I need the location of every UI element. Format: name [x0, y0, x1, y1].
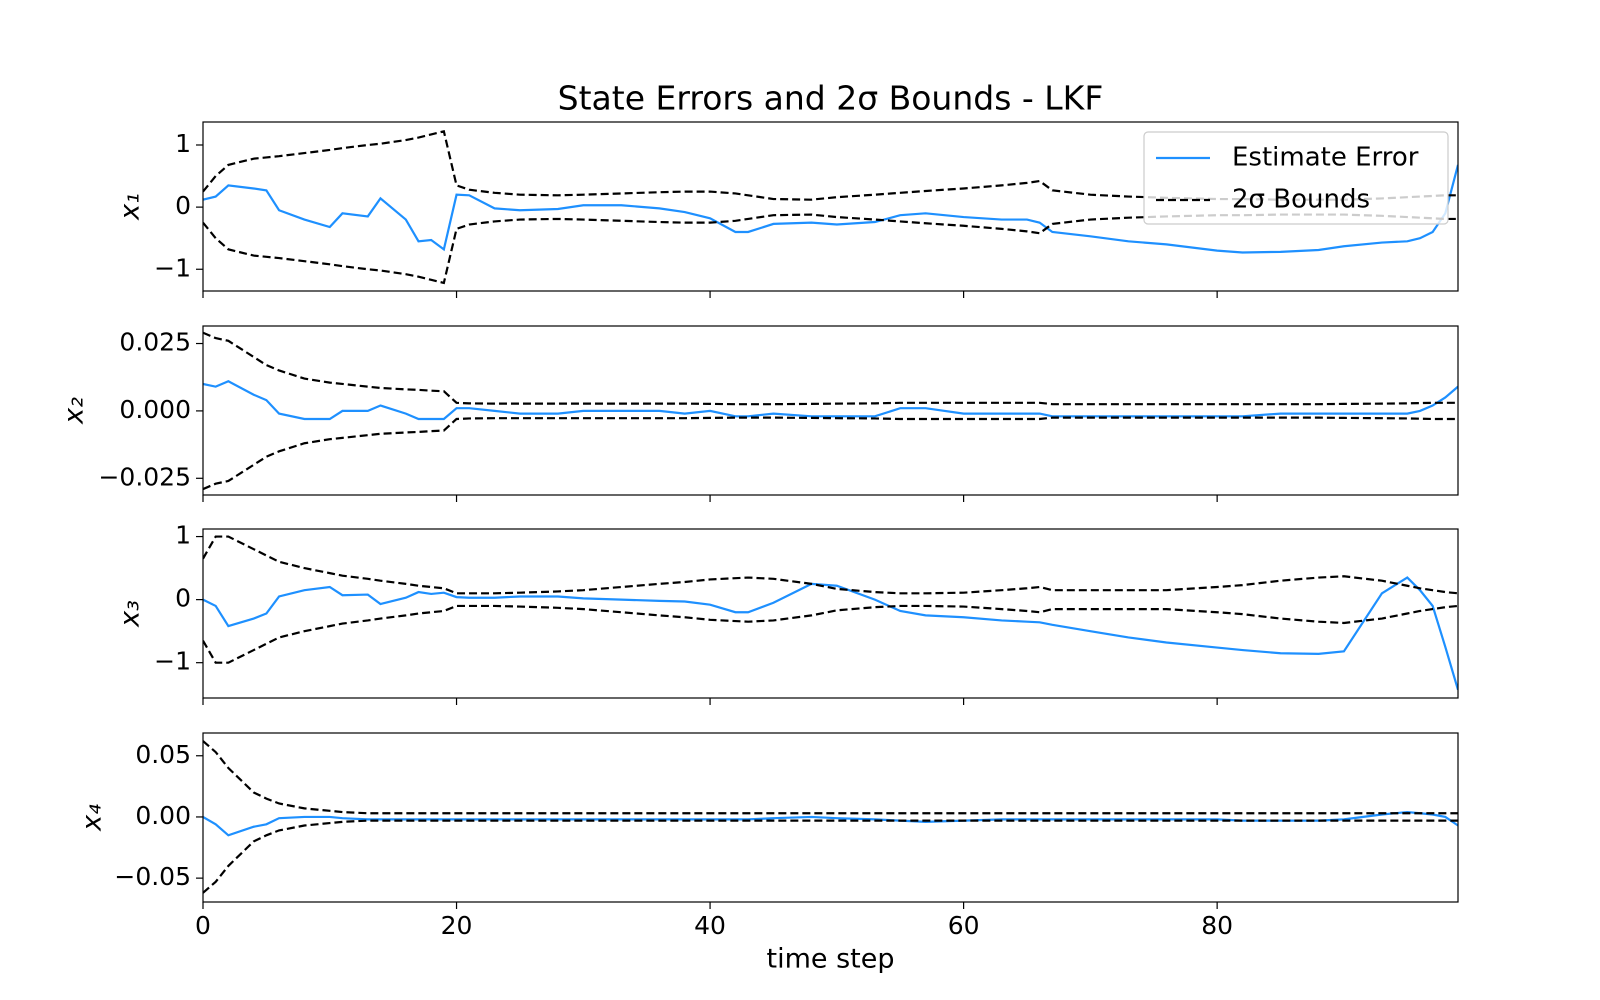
- series-line: [203, 331, 1458, 406]
- axes-frame: [202, 121, 1459, 292]
- y-tick-label: 0: [175, 191, 191, 220]
- y-tick-label: 0: [175, 584, 191, 613]
- x-tick-label: 0: [195, 911, 211, 940]
- axes-frame: [202, 732, 1459, 903]
- series-line: [203, 535, 1458, 595]
- series-line: [203, 604, 1458, 664]
- y-tick-label: 0.000: [119, 395, 191, 424]
- y-tick-label: −0.05: [114, 862, 191, 891]
- y-axis-label: x₁: [115, 193, 146, 221]
- legend-box: [1143, 131, 1449, 225]
- legend-label: Estimate Error: [1232, 143, 1419, 173]
- series-line: [203, 576, 1458, 691]
- x-tick-label: 20: [441, 911, 473, 940]
- y-tick-label: 1: [175, 521, 191, 550]
- y-tick-label: −1: [154, 253, 191, 282]
- series-line: [203, 164, 1458, 254]
- y-tick-label: 0.00: [135, 801, 191, 830]
- y-tick-label: 0.05: [135, 740, 191, 769]
- y-tick-label: 0.025: [119, 328, 191, 357]
- series-line: [203, 819, 1458, 894]
- x-tick-label: 80: [1201, 911, 1233, 940]
- y-axis-label: x₄: [77, 804, 108, 832]
- axes-frame: [202, 528, 1459, 699]
- y-axis-label: x₃: [115, 600, 146, 628]
- y-tick-label: 1: [175, 129, 191, 158]
- series-line: [203, 380, 1458, 421]
- legend-label: 2σ Bounds: [1232, 185, 1370, 215]
- x-axis-label: time step: [767, 944, 895, 975]
- chart-title: State Errors and 2σ Bounds - LKF: [558, 79, 1104, 118]
- axes-frame: [202, 325, 1459, 496]
- y-tick-label: −1: [154, 647, 191, 676]
- y-axis-label: x₂: [59, 397, 90, 425]
- x-tick-label: 60: [948, 911, 980, 940]
- series-line: [203, 740, 1458, 815]
- y-tick-label: −0.025: [98, 462, 191, 491]
- x-tick-label: 40: [694, 911, 726, 940]
- series-line: [203, 416, 1458, 491]
